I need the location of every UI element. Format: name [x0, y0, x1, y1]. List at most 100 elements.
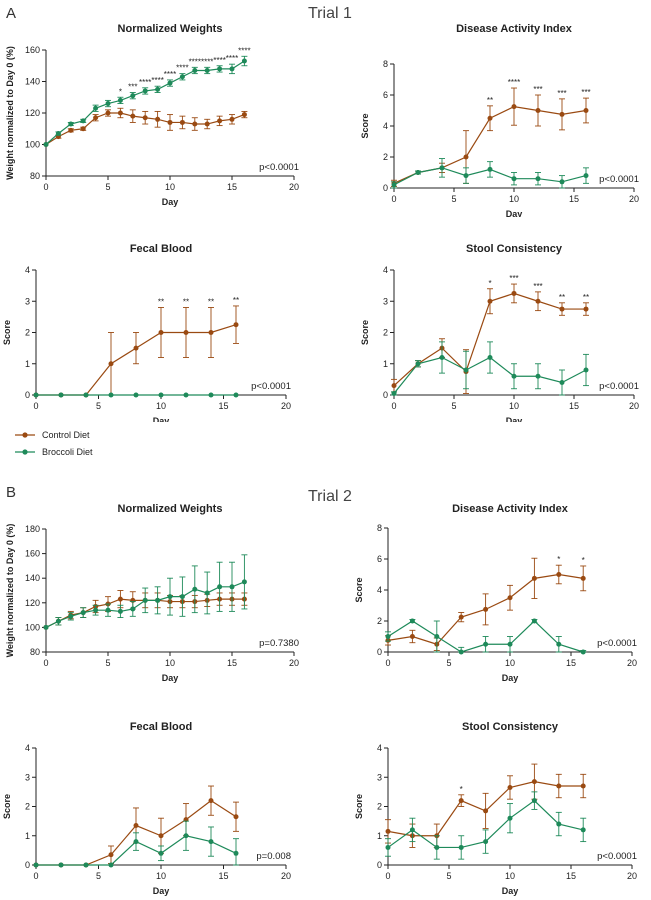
data-point [83, 392, 89, 398]
data-point [108, 862, 114, 868]
data-point [233, 814, 239, 820]
x-tick-label: 5 [105, 658, 110, 668]
significance-label: **** [213, 56, 225, 65]
series-control [43, 107, 248, 147]
chart-trial2-normalized-weights: Normalized Weights 0 5 10 15 20 80 100 120 140 160… [5, 503, 299, 683]
significance-label: **** [238, 46, 250, 55]
significance-label: ** [233, 296, 239, 305]
data-point [55, 130, 61, 136]
data-point [241, 112, 247, 118]
data-point [507, 641, 513, 647]
p-value-label: p<0.0001 [599, 381, 639, 392]
x-tick-label: 0 [391, 401, 396, 411]
data-point [391, 383, 397, 389]
x-tick-label: 20 [281, 401, 291, 411]
data-point [133, 839, 139, 845]
y-axis-label: Weight normalized to Day 0 (%) [5, 524, 15, 658]
significance-label: **** [201, 57, 213, 66]
data-point [559, 179, 565, 185]
data-point [415, 170, 421, 175]
data-point [487, 298, 493, 304]
chart-title: Normalized Weights [118, 503, 223, 515]
x-tick-label: 20 [629, 401, 639, 411]
chart-title: Stool Consistency [462, 721, 559, 733]
series-broccoli [385, 618, 587, 655]
series-line [45, 60, 245, 145]
y-tick-label: 140 [25, 573, 40, 583]
data-point [158, 850, 164, 856]
data-point [108, 361, 114, 367]
x-tick-label: 10 [165, 182, 175, 192]
data-point [439, 165, 445, 171]
significance-label: **** [151, 76, 163, 85]
x-tick-label: 0 [33, 871, 38, 881]
data-point [559, 380, 565, 385]
data-point [217, 66, 223, 72]
x-tick-label: 10 [509, 194, 519, 204]
data-point [204, 121, 210, 127]
data-point [229, 116, 235, 122]
p-value-label: p<0.0001 [597, 851, 637, 862]
p-value-label: p=0.008 [256, 851, 291, 862]
x-tick-label: 5 [446, 871, 451, 881]
significance-label: *** [557, 89, 566, 98]
x-tick-label: 15 [227, 658, 237, 668]
legend-item-control: Control Diet [14, 426, 93, 443]
data-point [130, 93, 136, 99]
chart-trial1-normalized-weights: Normalized Weights 0 5 10 15 20 80 100 120 140 160… [5, 23, 299, 207]
data-point [58, 862, 64, 868]
y-tick-label: 6 [377, 554, 382, 564]
data-point [68, 121, 74, 127]
data-point [458, 798, 464, 804]
data-point [229, 66, 235, 72]
x-tick-label: 5 [451, 401, 456, 411]
data-point [434, 634, 440, 639]
data-point [409, 634, 415, 639]
significance-label: *** [533, 85, 542, 94]
x-tick-label: 10 [165, 658, 175, 668]
x-tick-label: 15 [218, 871, 228, 881]
series-broccoli [43, 55, 248, 147]
y-tick-label: 120 [25, 598, 40, 608]
x-tick-label: 0 [33, 401, 38, 411]
data-point [580, 575, 586, 581]
significance-label: **** [139, 78, 151, 87]
x-tick-label: 15 [566, 658, 576, 668]
data-point [68, 127, 74, 133]
significance-label: ** [158, 298, 164, 307]
data-point [483, 839, 489, 845]
data-point [80, 610, 86, 616]
x-tick-label: 20 [629, 194, 639, 204]
data-point [483, 606, 489, 612]
data-point [117, 110, 123, 116]
significance-label: *** [533, 282, 542, 291]
significance-label: * [488, 279, 491, 288]
significance-label: *** [509, 274, 518, 283]
y-tick-label: 100 [25, 140, 40, 150]
data-point [58, 392, 64, 398]
data-point [241, 58, 247, 64]
data-point [155, 597, 161, 603]
p-value-label: p<0.0001 [251, 381, 291, 392]
data-point [133, 345, 139, 351]
data-point [511, 176, 517, 182]
x-tick-label: 5 [446, 658, 451, 668]
data-point [142, 115, 148, 121]
chart-trial2-fecal-blood: Fecal Blood 0 5 10 15 20 0 1 2 3 4 Day Score p=0.008 [2, 721, 291, 896]
x-tick-label: 15 [569, 194, 579, 204]
data-point [105, 110, 111, 116]
data-point [179, 74, 185, 80]
data-point [458, 844, 464, 850]
legend-swatch-broccoli [15, 448, 35, 455]
chart-trial2-disease-activity-index: Disease Activity Index 0 5 10 15 20 0 2 4 6 8 Day Sc… [354, 503, 637, 683]
y-tick-label: 8 [383, 59, 388, 69]
y-tick-label: 3 [25, 772, 30, 782]
y-tick-label: 3 [383, 296, 388, 306]
data-point [183, 392, 189, 398]
data-point [463, 173, 469, 179]
data-point [117, 608, 123, 614]
significance-label: *** [581, 88, 590, 97]
data-point [458, 614, 464, 620]
y-tick-label: 1 [383, 359, 388, 369]
data-point [192, 67, 198, 73]
